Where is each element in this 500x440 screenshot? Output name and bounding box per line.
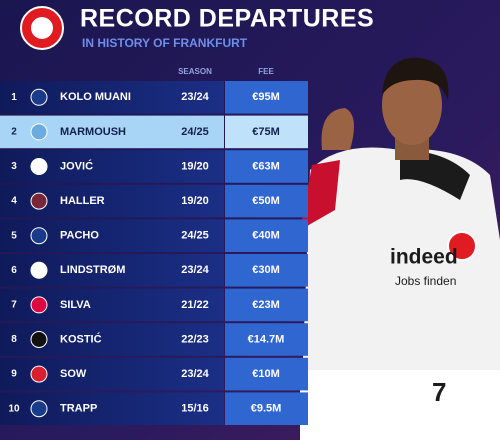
club-badge (30, 192, 48, 210)
fee: €50M (252, 195, 280, 207)
fee: €40M (252, 230, 280, 242)
player-name: TRAPP (60, 403, 97, 415)
player-name: SOW (60, 368, 87, 380)
table-row: 5 PACHO 24/25 €40M (0, 219, 308, 252)
table-row: 9 SOW 23/24 €10M (0, 357, 308, 391)
fee-cell (225, 184, 308, 218)
sponsor-tagline: Jobs finden (395, 274, 456, 288)
table-row: 1 KOLO MUANI 23/24 €95M (0, 81, 308, 114)
player-name: MARMOUSH (60, 126, 126, 138)
table-row: 7 SILVA 21/22 €23M (0, 288, 308, 322)
table-row: 4 HALLER 19/20 €50M (0, 184, 308, 218)
club-badge (30, 158, 48, 175)
title: RECORD DEPARTURES (80, 5, 374, 33)
player-name: SILVA (60, 299, 91, 311)
fee: €9.5M (251, 403, 282, 415)
club-badge (30, 88, 48, 106)
club-badge (30, 123, 48, 141)
player-name: JOVIĆ (60, 159, 93, 172)
club-badge (30, 296, 48, 314)
fee-cell (225, 115, 308, 149)
rank: 3 (11, 161, 17, 172)
rank: 5 (11, 230, 17, 241)
player-name: KOSTIĆ (60, 332, 102, 345)
column-header: SEASON (178, 67, 212, 76)
fee: €75M (252, 126, 280, 138)
season: 24/25 (181, 126, 209, 138)
table-row: 2 MARMOUSH 24/25 €75M (0, 115, 308, 149)
column-header: FEE (258, 67, 274, 76)
season: 19/20 (181, 160, 209, 172)
rank: 6 (11, 265, 17, 276)
subtitle: IN HISTORY OF FRANKFURT (82, 36, 248, 50)
season: 19/20 (181, 195, 209, 207)
season: 15/16 (181, 403, 209, 415)
club-badge (30, 331, 48, 348)
rank: 8 (11, 334, 17, 345)
club-badge (30, 365, 48, 383)
season: 23/24 (181, 91, 209, 103)
sponsor: indeed (390, 246, 458, 269)
season: 23/24 (181, 264, 209, 276)
table-row: 6 LINDSTRØM 23/24 €30M (0, 254, 308, 287)
table-row: 3 JOVIĆ 19/20 €63M (0, 150, 308, 183)
shorts-number: 7 (432, 377, 446, 407)
fee-cell (225, 323, 308, 356)
season: 23/24 (181, 368, 209, 380)
table-row: 10 TRAPP 15/16 €9.5M (0, 392, 308, 425)
rank: 7 (11, 300, 17, 311)
club-badge (30, 400, 48, 418)
fee-cell (225, 288, 308, 322)
season: 24/25 (181, 230, 209, 242)
fee: €30M (252, 264, 280, 276)
fee: €95M (252, 91, 280, 103)
fee: €23M (252, 299, 280, 311)
player-name: HALLER (60, 195, 105, 207)
fee: €63M (252, 160, 280, 172)
fee-cell (225, 392, 308, 425)
player-photo: indeed Jobs finden 7 (300, 57, 500, 440)
player-name: PACHO (60, 230, 99, 242)
fee: €10M (252, 368, 280, 380)
player-name: LINDSTRØM (60, 264, 125, 276)
season: 21/22 (181, 299, 209, 311)
club-badge (30, 261, 48, 279)
fee-cell (225, 219, 308, 252)
rank: 9 (11, 369, 17, 380)
rank: 10 (8, 403, 20, 414)
fee-cell (225, 254, 308, 287)
fee-cell (225, 357, 308, 391)
rank: 1 (11, 92, 17, 103)
rank: 4 (11, 196, 17, 207)
fee: €14.7M (248, 333, 285, 345)
fee-cell (225, 81, 308, 114)
club-logo-eagle (31, 17, 53, 39)
fee-cell (225, 150, 308, 183)
club-badge (30, 227, 48, 245)
rank: 2 (11, 127, 17, 138)
table-row: 8 KOSTIĆ 22/23 €14.7M (0, 323, 308, 356)
player-name: KOLO MUANI (60, 91, 131, 103)
season: 22/23 (181, 333, 209, 345)
